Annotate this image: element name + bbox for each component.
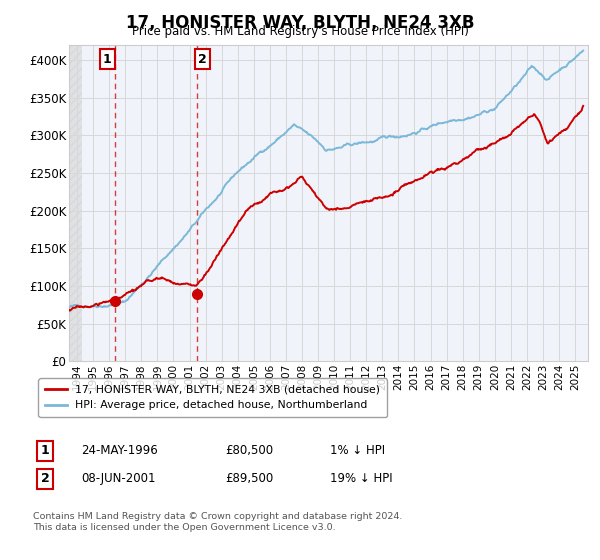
Text: 2: 2: [198, 53, 206, 66]
Text: £80,500: £80,500: [225, 444, 273, 458]
Text: 1% ↓ HPI: 1% ↓ HPI: [330, 444, 385, 458]
Legend: 17, HONISTER WAY, BLYTH, NE24 3XB (detached house), HPI: Average price, detached: 17, HONISTER WAY, BLYTH, NE24 3XB (detac…: [38, 379, 387, 417]
Text: 1: 1: [41, 444, 49, 458]
Text: 24-MAY-1996: 24-MAY-1996: [81, 444, 158, 458]
Text: 17, HONISTER WAY, BLYTH, NE24 3XB: 17, HONISTER WAY, BLYTH, NE24 3XB: [126, 14, 474, 32]
Text: Price paid vs. HM Land Registry's House Price Index (HPI): Price paid vs. HM Land Registry's House …: [131, 25, 469, 38]
Text: 2: 2: [41, 472, 49, 486]
Text: £89,500: £89,500: [225, 472, 273, 486]
Text: Contains HM Land Registry data © Crown copyright and database right 2024.
This d: Contains HM Land Registry data © Crown c…: [33, 512, 403, 532]
Text: 19% ↓ HPI: 19% ↓ HPI: [330, 472, 392, 486]
Text: 1: 1: [103, 53, 112, 66]
Text: 08-JUN-2001: 08-JUN-2001: [81, 472, 155, 486]
Bar: [69, 45, 82, 361]
